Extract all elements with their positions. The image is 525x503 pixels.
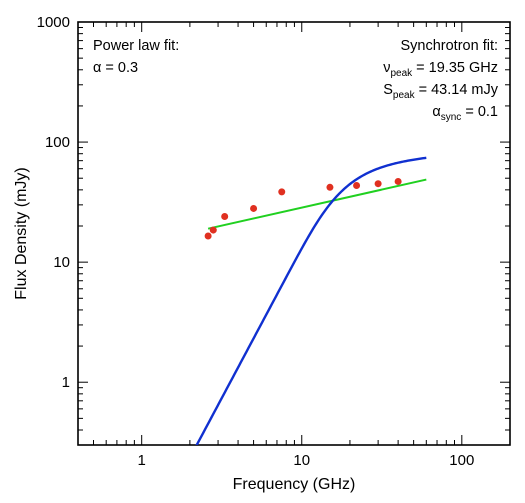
sync-S-peak: Speak = 43.14 mJy (383, 82, 499, 101)
data-point (210, 227, 217, 234)
sync-nu-peak: νpeak = 19.35 GHz (383, 60, 498, 79)
data-point (278, 188, 285, 195)
chart-container: 1 10 100 1 10 100 1000 Frequency (GHz) Flux Dens… (0, 0, 525, 503)
chart-svg: 1 10 100 1 10 100 1000 Frequency (GHz) Flux Dens… (0, 0, 525, 503)
powerlaw-alpha: α = 0.3 (93, 60, 138, 76)
x-tick-label: 100 (449, 452, 474, 469)
y-tick-label: 1000 (37, 14, 70, 31)
data-point (250, 205, 257, 212)
x-tick-label: 10 (293, 452, 310, 469)
y-axis-label: Flux Density (mJy) (13, 167, 30, 299)
synchrotron-fit (117, 158, 426, 503)
y-tick-label: 10 (53, 254, 70, 271)
data-point (353, 182, 360, 189)
y-tick-label: 100 (45, 134, 70, 151)
sync-alpha: αsync = 0.1 (432, 104, 498, 123)
data-point (221, 213, 228, 220)
x-axis-label: Frequency (GHz) (233, 476, 356, 493)
data-point (375, 180, 382, 187)
plot-content (117, 158, 426, 503)
data-point (326, 184, 333, 191)
data-point (205, 233, 212, 240)
y-tick-label: 1 (62, 374, 70, 391)
x-tick-label: 1 (138, 452, 146, 469)
powerlaw-title: Power law fit: (93, 38, 179, 54)
data-point (395, 178, 402, 185)
sync-title: Synchrotron fit: (400, 38, 498, 54)
